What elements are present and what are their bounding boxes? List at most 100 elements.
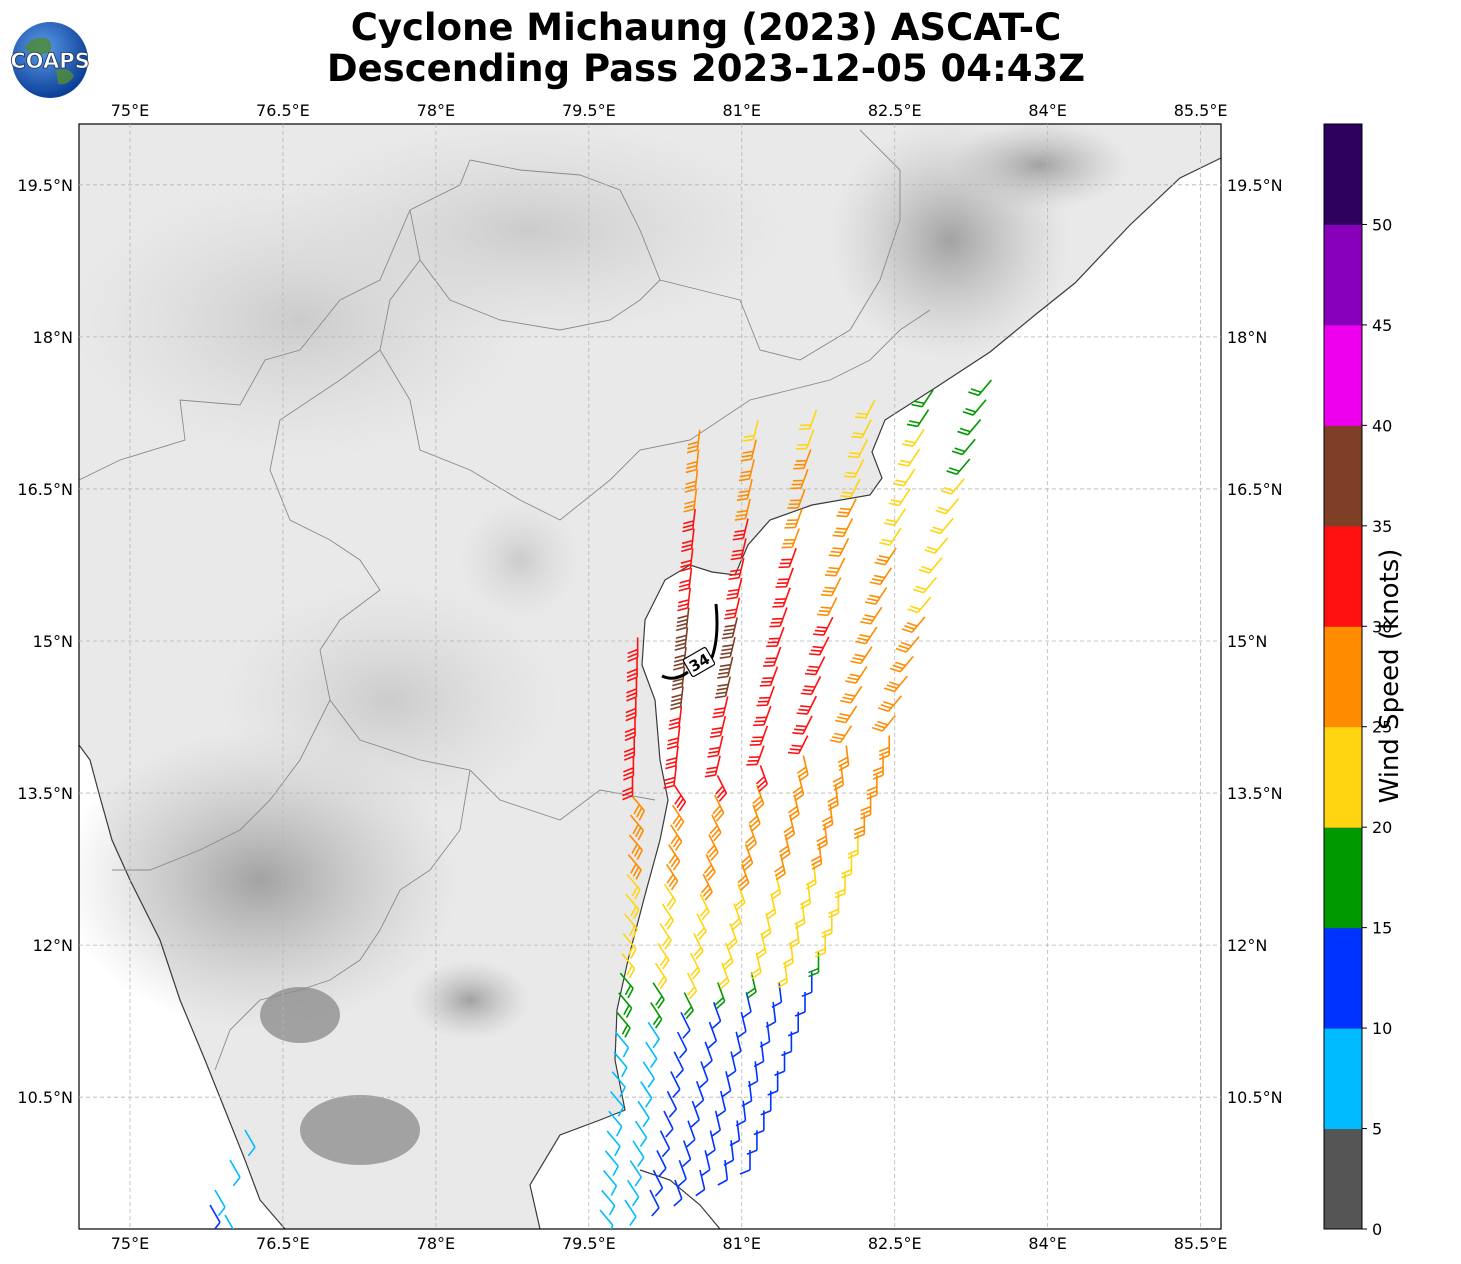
wind-barb	[244, 1129, 256, 1157]
wind-barb	[759, 1021, 771, 1048]
lat-tick-label-left: 19.5°N	[17, 176, 73, 195]
wind-barb	[674, 627, 689, 651]
lon-tick-label-bottom: 78°E	[417, 1234, 455, 1253]
wind-barb	[736, 479, 753, 502]
wind-barb	[740, 439, 757, 462]
lat-tick-label-right: 15°N	[1227, 632, 1267, 651]
wind-barb	[604, 1150, 619, 1176]
wind-barb	[613, 1051, 628, 1078]
wind-barb	[940, 478, 965, 495]
wind-barb	[787, 488, 806, 509]
wind-barb	[629, 1160, 642, 1187]
wind-barb	[703, 1041, 713, 1069]
wind-barb	[897, 448, 921, 467]
wind-barb	[726, 923, 738, 950]
wind-barb	[793, 449, 812, 470]
wind-barb	[622, 933, 637, 959]
colorbar-tick-label: 15	[1372, 919, 1392, 938]
wind-barb	[871, 715, 896, 732]
wind-barb	[837, 745, 850, 772]
wind-barb	[775, 567, 794, 588]
lat-tick-label-left: 12°N	[33, 936, 73, 955]
wind-barb	[765, 1001, 777, 1028]
wind-barb	[629, 814, 645, 841]
wind-barb	[753, 705, 772, 727]
wind-barb	[601, 1189, 616, 1216]
wind-barb	[901, 616, 926, 634]
wind-barb	[776, 962, 789, 989]
wind-barb	[606, 1130, 621, 1157]
wind-barb	[721, 1071, 732, 1098]
wind-barb	[730, 538, 747, 561]
lon-tick-label-bottom: 81°E	[723, 1234, 761, 1253]
wind-barb	[623, 913, 639, 940]
wind-barb	[737, 863, 750, 891]
wind-barb	[654, 962, 668, 990]
wind-barb	[622, 775, 634, 801]
wind-barb	[878, 695, 902, 712]
wind-barb	[726, 577, 743, 600]
wind-barb	[798, 409, 818, 430]
colorbar-tick-label: 5	[1372, 1120, 1382, 1139]
wind-barb	[889, 655, 914, 673]
wind-barb	[669, 824, 683, 851]
colorbar-segment	[1324, 626, 1362, 728]
wind-barb	[623, 736, 636, 761]
wind-barb	[828, 537, 850, 557]
wind-barb	[690, 1100, 700, 1128]
wind-barb	[647, 1021, 660, 1049]
wind-barb	[864, 586, 888, 605]
wind-barb	[782, 942, 794, 969]
wind-barb	[652, 982, 665, 1009]
wind-barb	[632, 1140, 645, 1167]
colorbar-tick-label: 20	[1372, 818, 1392, 837]
wind-barb	[625, 696, 637, 722]
wind-barb	[794, 903, 806, 930]
wind-barb	[712, 794, 725, 822]
wind-barb	[721, 617, 738, 640]
wind-barb	[611, 1071, 626, 1097]
wind-barb	[781, 528, 800, 549]
wind-barb	[665, 863, 679, 891]
lon-tick-label-top: 79.5°E	[562, 101, 616, 120]
wind-barb	[829, 725, 853, 744]
wind-barb	[640, 1081, 653, 1108]
wind-barb	[895, 636, 920, 653]
wind-barb	[840, 478, 861, 498]
wind-barb	[893, 468, 916, 487]
wind-barb	[717, 656, 734, 679]
wind-barb	[734, 883, 746, 911]
colorbar-segment	[1324, 425, 1362, 527]
wind-barb	[706, 834, 719, 862]
wind-barb	[686, 972, 698, 1000]
colorbar-segment	[1324, 525, 1362, 627]
wind-barb	[714, 982, 726, 1010]
wind-barb	[774, 853, 786, 881]
wind-barb	[879, 527, 902, 546]
wind-barb	[906, 409, 930, 428]
lat-tick-label-right: 10.5°N	[1227, 1088, 1283, 1107]
wind-barb	[843, 458, 865, 478]
wind-barb	[787, 794, 800, 822]
wind-barb	[663, 1110, 674, 1138]
wind-barb	[748, 804, 761, 832]
colorbar-segment	[1324, 827, 1362, 929]
wind-barb	[707, 735, 724, 758]
wind-barb	[661, 903, 675, 930]
wind-barb	[722, 942, 734, 970]
wind-barb	[854, 399, 876, 419]
wind-barb	[670, 686, 684, 711]
wind-barb	[840, 685, 863, 704]
wind-barb	[627, 637, 639, 663]
wind-barb	[770, 873, 782, 901]
wind-barb	[694, 1081, 705, 1108]
wind-barb	[869, 567, 893, 586]
wind-barb	[747, 1061, 759, 1087]
wind-barb	[756, 686, 775, 707]
wind-barb	[623, 755, 635, 781]
wind-barb	[675, 607, 690, 632]
wind-barb	[686, 429, 701, 454]
wind-barb	[718, 962, 730, 990]
wind-barb	[679, 548, 694, 572]
wind-barb	[855, 626, 878, 645]
